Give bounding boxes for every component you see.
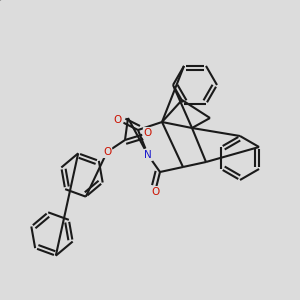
Text: O: O [144, 128, 152, 138]
Text: O: O [114, 115, 122, 125]
Text: N: N [144, 150, 152, 160]
Text: O: O [103, 147, 111, 157]
Text: O: O [151, 187, 159, 197]
